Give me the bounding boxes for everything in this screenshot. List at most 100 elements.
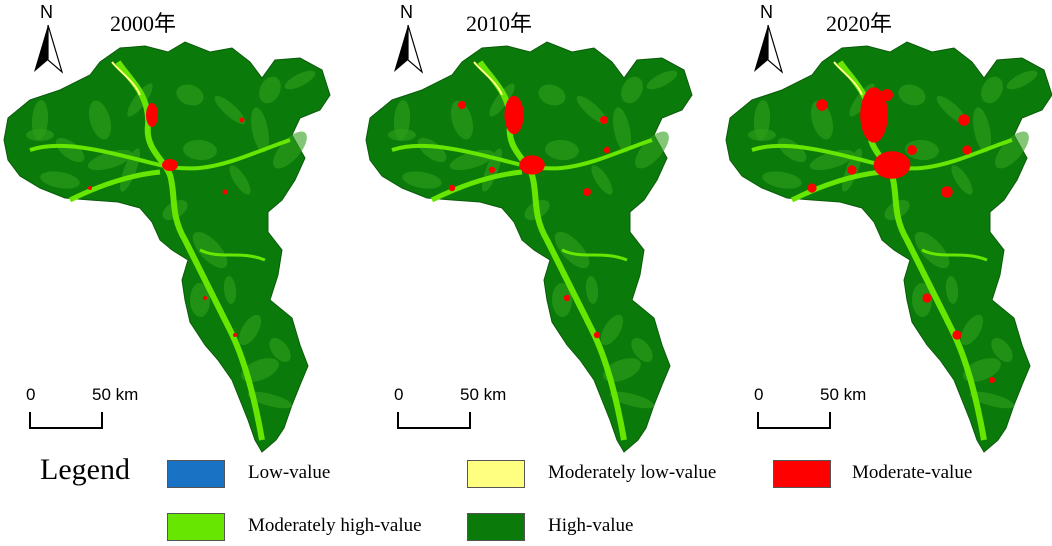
moderately-high-patch (545, 139, 579, 161)
moderately-high-patch (973, 107, 991, 153)
moderately-high-patch (1006, 70, 1038, 90)
year-title: 2020年 (826, 11, 893, 36)
legend-swatch-moderate-value (773, 460, 831, 488)
north-arrow-icon (394, 25, 408, 72)
moderately-high-patch (176, 84, 204, 106)
north-arrow-icon (34, 25, 48, 72)
region-shape (725, 41, 1052, 453)
legend-swatch-high-value (467, 513, 525, 541)
urban-spot (239, 117, 245, 123)
moderately-high-patch (905, 139, 939, 161)
urban-spot (600, 116, 608, 124)
legend-swatch-moderately-low-value (467, 460, 525, 488)
moderately-high-patch (576, 95, 608, 125)
urban-core (873, 151, 911, 179)
moderately-high-patch (898, 84, 926, 106)
moderately-high-patch (223, 276, 237, 304)
region-shape (365, 41, 693, 453)
urban-spot (816, 99, 828, 111)
urban-core (860, 87, 888, 143)
region-shape (3, 41, 331, 453)
region-map (725, 24, 1052, 453)
moderately-high-patch (40, 171, 80, 189)
urban-spot (941, 186, 953, 198)
moderately-high-patch (284, 70, 316, 90)
scale-start-label: 0 (26, 385, 36, 404)
urban-spot (907, 145, 917, 155)
urban-spot (88, 186, 92, 190)
urban-core (504, 95, 524, 135)
moderately-high-patch (192, 231, 228, 269)
legend-title: Legend (40, 453, 130, 486)
moderately-high-patch (273, 131, 307, 169)
moderately-high-patch (251, 107, 269, 153)
north-arrow-icon (47, 24, 64, 74)
scale-start-label: 0 (754, 385, 764, 404)
urban-spot (233, 333, 237, 337)
moderately-high-patch (600, 314, 624, 346)
region-map (3, 24, 331, 453)
urban-spot (881, 89, 893, 101)
urban-spot (962, 145, 972, 155)
map-panel-2020: N 2020年 0 50 km (716, 0, 1052, 455)
moderately-high-patch (238, 314, 262, 346)
legend-swatch-moderately-high-value (167, 513, 225, 541)
urban-spot (203, 296, 207, 300)
urban-spot (922, 293, 932, 303)
north-arrow-label: N (400, 2, 413, 22)
moderately-high-patch (621, 76, 643, 104)
north-arrow-label: N (40, 2, 53, 22)
moderately-high-patch (393, 100, 411, 140)
moderately-low-strip (473, 61, 503, 96)
moderately-low-strip (111, 61, 141, 96)
scale-end-label: 50 km (820, 385, 867, 404)
year-title: 2000年 (110, 11, 177, 36)
moderately-high-patch (259, 76, 281, 104)
urban-spot (458, 101, 466, 109)
legend-label: High-value (548, 515, 634, 536)
moderately-high-patch (911, 283, 933, 317)
moderately-high-patch (981, 76, 1003, 104)
urban-spot (603, 146, 611, 154)
urban-spot (847, 165, 857, 175)
moderately-high-patch (402, 171, 442, 189)
moderately-high-patch (613, 107, 631, 153)
region-map (365, 24, 693, 453)
moderately-high-patch (247, 391, 293, 409)
moderately-high-patch (31, 100, 49, 140)
river-valley (199, 248, 266, 262)
scale-bar (397, 412, 471, 429)
moderately-high-patch (229, 165, 251, 195)
river-valley (921, 248, 988, 262)
moderately-high-patch (183, 139, 217, 161)
moderately-high-patch (995, 131, 1029, 169)
moderately-high-patch (753, 100, 771, 140)
moderately-high-patch (635, 131, 669, 169)
map-panel-2000: N 2000年 0 50 km (0, 0, 352, 455)
moderately-high-patch (551, 283, 573, 317)
urban-spot (563, 294, 571, 302)
urban-spot (583, 188, 591, 196)
urban-core (162, 159, 178, 171)
moderately-high-patch (214, 95, 246, 125)
moderately-high-patch (538, 84, 566, 106)
legend-label: Low-value (248, 462, 331, 483)
urban-spot (989, 377, 995, 383)
moderately-high-patch (951, 165, 973, 195)
north-arrow-icon (767, 24, 784, 74)
moderately-high-patch (609, 391, 655, 409)
moderately-high-patch (554, 231, 590, 269)
legend-label: Moderately low-value (548, 462, 717, 483)
moderately-low-strip (833, 61, 863, 96)
moderately-high-patch (969, 391, 1015, 409)
river-valley (790, 169, 883, 203)
north-arrow-label: N (760, 2, 773, 22)
moderately-high-patch (991, 337, 1013, 363)
river-valley (561, 248, 628, 262)
moderately-high-patch (585, 276, 599, 304)
moderately-high-patch (269, 337, 291, 363)
north-arrow-icon (407, 24, 424, 74)
urban-core (519, 155, 545, 175)
river-valley (430, 169, 523, 203)
moderately-high-patch (450, 100, 474, 140)
